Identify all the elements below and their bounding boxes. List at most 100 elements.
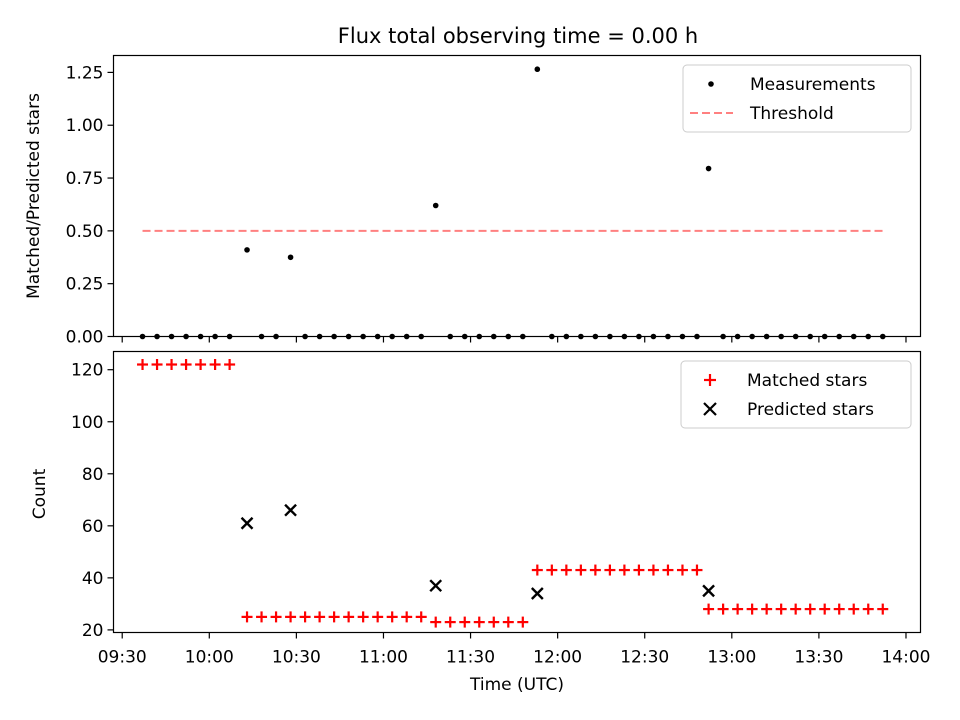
matched-star-point <box>560 564 572 576</box>
bottom-y-tick-label: 80 <box>82 465 104 485</box>
predicted-star-point <box>530 587 544 600</box>
x-tick-label: 12:30 <box>620 648 669 668</box>
matched-star-point <box>618 564 630 576</box>
matched-star-point <box>517 616 529 628</box>
matched-star-point <box>314 611 326 623</box>
matched-star-point <box>717 603 729 615</box>
matched-star-point <box>195 359 207 371</box>
x-tick-label: 13:00 <box>707 648 756 668</box>
bottom-y-tick-label: 40 <box>82 569 104 589</box>
bottom-plot-frame <box>112 350 922 634</box>
matched-star-point <box>180 359 192 371</box>
matched-star-point <box>137 359 149 371</box>
matched-star-point <box>819 603 831 615</box>
matched-star-point <box>604 564 616 576</box>
matched-star-point <box>444 616 456 628</box>
legend-matched-label: Matched stars <box>747 371 867 391</box>
legend-predicted-label: Predicted stars <box>747 400 874 420</box>
top-y-tick-label: 0.25 <box>66 275 104 295</box>
measurement-point <box>244 247 250 253</box>
matched-star-point <box>633 564 645 576</box>
top-legend: Measurements Threshold <box>682 64 912 133</box>
matched-star-point <box>804 603 816 615</box>
matched-star-point <box>488 616 500 628</box>
matched-star-point <box>703 603 715 615</box>
matched-star-point <box>357 611 369 623</box>
matched-star-point <box>285 611 297 623</box>
legend-matched-marker <box>704 374 716 386</box>
matched-star-point <box>401 611 413 623</box>
matched-star-point <box>151 359 163 371</box>
top-y-tick-label: 1.25 <box>66 63 104 83</box>
x-tick-label: 14:00 <box>881 648 930 668</box>
predicted-star-point <box>702 584 715 598</box>
matched-star-point <box>270 611 282 623</box>
matched-star-point <box>256 611 268 623</box>
legend-threshold-label: Threshold <box>749 104 834 124</box>
chart-title: Flux total observing time = 0.00 h <box>338 24 698 48</box>
measurement-point <box>705 165 712 172</box>
x-tick-label: 13:30 <box>794 648 843 668</box>
x-tick-label: 10:00 <box>185 648 234 668</box>
matched-star-point <box>848 603 860 615</box>
matched-star-point <box>790 603 802 615</box>
bottom-y-tick-label: 20 <box>82 621 104 641</box>
predicted-star-point <box>429 579 443 593</box>
top-y-axis-label: Matched/Predicted stars <box>24 93 44 299</box>
matched-star-point <box>732 603 744 615</box>
top-y-tick-label: 1.00 <box>66 116 104 136</box>
x-tick-label: 09:30 <box>98 648 147 668</box>
legend-predicted-marker <box>703 402 717 416</box>
matched-star-point <box>775 603 787 615</box>
matched-star-point <box>575 564 587 576</box>
matched-star-point <box>386 611 398 623</box>
measurement-point <box>432 202 439 209</box>
top-panel: 0.00 0.25 0.50 0.75 1.00 1.25 Matched/Predict… <box>24 54 922 348</box>
matched-star-point <box>833 603 845 615</box>
matched-star-point <box>862 603 874 615</box>
bottom-y-tick-label: 100 <box>71 413 103 433</box>
predicted-star-point <box>240 516 254 530</box>
bottom-y-tick-label: 60 <box>82 517 104 537</box>
matched-star-point <box>676 564 688 576</box>
measurement-point <box>534 66 541 73</box>
predicted-star-point <box>284 503 297 517</box>
matched-star-point <box>531 564 543 576</box>
matched-star-point <box>589 564 601 576</box>
bottom-y-axis-label: Count <box>30 468 50 519</box>
matched-star-point <box>546 564 558 576</box>
top-y-tick-label: 0.50 <box>66 222 104 242</box>
bottom-y-tick-label: 120 <box>71 361 103 381</box>
legend-measurements-label: Measurements <box>750 75 876 95</box>
matched-star-point <box>415 611 427 623</box>
matched-star-point <box>343 611 355 623</box>
matched-star-point <box>241 611 253 623</box>
matched-star-point <box>761 603 773 615</box>
matched-star-point <box>647 564 659 576</box>
matched-star-point <box>224 359 236 371</box>
matched-star-point <box>502 616 514 628</box>
measurement-point <box>287 254 294 261</box>
matched-star-point <box>328 611 340 623</box>
matched-star-point <box>459 616 471 628</box>
x-tick-label: 12:00 <box>533 648 582 668</box>
top-plot-frame <box>112 54 922 338</box>
matched-star-point <box>299 611 311 623</box>
legend-measurement-marker <box>708 81 714 87</box>
matched-star-point <box>372 611 384 623</box>
x-axis-label: Time (UTC) <box>469 675 564 695</box>
matched-star-point <box>430 616 442 628</box>
top-y-tick-label: 0.75 <box>66 169 104 189</box>
bottom-legend: Matched stars Predicted stars <box>680 360 912 429</box>
x-tick-label: 11:00 <box>359 648 408 668</box>
matched-star-point <box>662 564 674 576</box>
matched-star-point <box>209 359 221 371</box>
top-y-tick-label: 0.00 <box>66 328 104 348</box>
matched-star-point <box>746 603 758 615</box>
bottom-panel: 20 40 60 80 100 120 09:30 10:00 10:30 11:00 11:30… <box>30 350 930 695</box>
x-tick-label: 10:30 <box>272 648 321 668</box>
x-tick-label: 11:30 <box>446 648 495 668</box>
matched-star-point <box>877 603 889 615</box>
matched-star-point <box>691 564 703 576</box>
